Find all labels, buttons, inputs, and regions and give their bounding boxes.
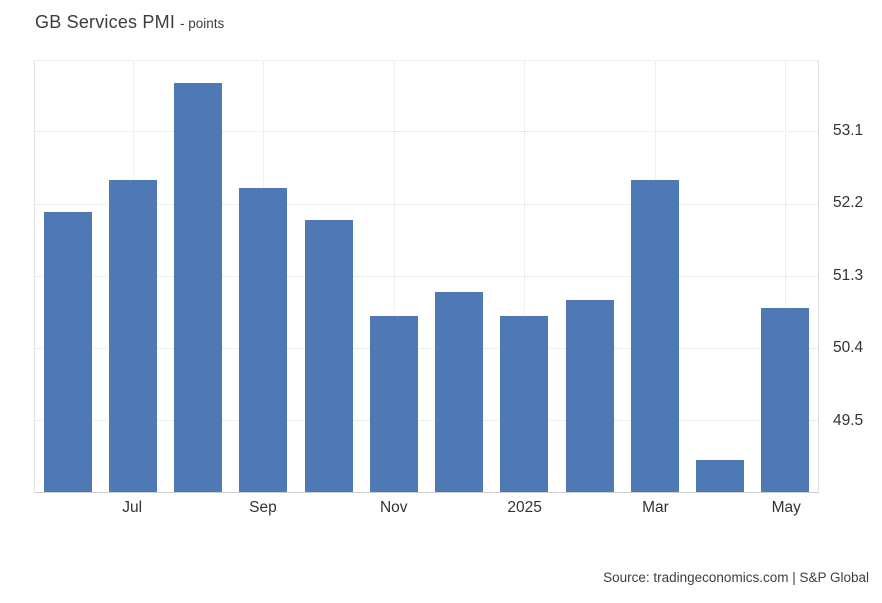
- bar-slot: [35, 61, 100, 492]
- gridline-vertical: [785, 61, 787, 492]
- x-axis-label: Sep: [249, 499, 277, 516]
- bar[interactable]: [304, 219, 353, 492]
- bar[interactable]: [435, 291, 484, 492]
- x-axis-label: 2025: [507, 499, 542, 516]
- bar-slot: [492, 61, 557, 492]
- gridline-horizontal: [35, 347, 818, 349]
- bar-slot: [361, 61, 426, 492]
- bar[interactable]: [43, 211, 92, 492]
- bar[interactable]: [369, 315, 418, 492]
- bar[interactable]: [108, 179, 157, 492]
- chart-subtitle: - points: [180, 16, 225, 31]
- bar-slot: [100, 61, 165, 492]
- chart-title-row: GB Services PMI - points: [35, 12, 224, 33]
- gridline-horizontal: [35, 419, 818, 421]
- y-axis-label: 52.2: [833, 194, 864, 212]
- x-axis-label: Jul: [122, 499, 143, 516]
- gridline-vertical: [524, 61, 526, 492]
- bar-slot: [753, 61, 818, 492]
- bar[interactable]: [174, 83, 223, 492]
- source-text: Source: tradingeconomics.com | S&P Globa…: [603, 570, 869, 585]
- x-axis: Jul Sep Nov 2025 Mar May: [34, 499, 819, 523]
- bar-slot: [427, 61, 492, 492]
- bars-row: [35, 61, 818, 492]
- y-axis-label: 53.1: [833, 121, 864, 139]
- y-axis-label: 51.3: [833, 266, 864, 284]
- bar[interactable]: [696, 459, 745, 492]
- bar[interactable]: [630, 179, 679, 492]
- y-axis-label: 49.5: [833, 411, 864, 429]
- gridline-vertical: [393, 61, 395, 492]
- bar-slot: [166, 61, 231, 492]
- bar-slot: [231, 61, 296, 492]
- gridline-horizontal: [35, 275, 818, 277]
- x-axis-label: Nov: [379, 499, 408, 516]
- gridline-horizontal: [35, 131, 818, 133]
- chart-title: GB Services PMI: [35, 12, 176, 32]
- bar-slot: [557, 61, 622, 492]
- plot-area: [34, 60, 819, 493]
- bar[interactable]: [239, 187, 288, 492]
- x-axis-label: Mar: [642, 499, 669, 516]
- y-axis: 53.1 52.2 51.3 50.4 49.5: [819, 60, 881, 493]
- x-axis-label: May: [771, 499, 801, 516]
- bar[interactable]: [565, 299, 614, 492]
- bar-slot: [296, 61, 361, 492]
- bar[interactable]: [500, 315, 549, 492]
- y-axis-label: 50.4: [833, 339, 864, 357]
- bar-slot: [688, 61, 753, 492]
- bar[interactable]: [761, 307, 810, 492]
- bar-slot: [622, 61, 687, 492]
- gridline-horizontal: [35, 203, 818, 205]
